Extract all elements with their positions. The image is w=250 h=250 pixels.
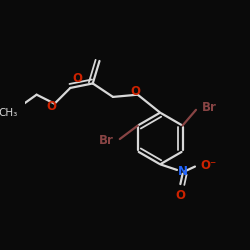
Text: O: O <box>175 189 185 202</box>
Text: CH₃: CH₃ <box>0 108 18 118</box>
Text: O: O <box>130 85 140 98</box>
Text: Br: Br <box>202 101 216 114</box>
Text: N: N <box>178 164 188 177</box>
Text: O⁻: O⁻ <box>200 159 217 172</box>
Text: Br: Br <box>99 134 114 147</box>
Text: O: O <box>72 72 82 86</box>
Text: O: O <box>46 100 56 113</box>
